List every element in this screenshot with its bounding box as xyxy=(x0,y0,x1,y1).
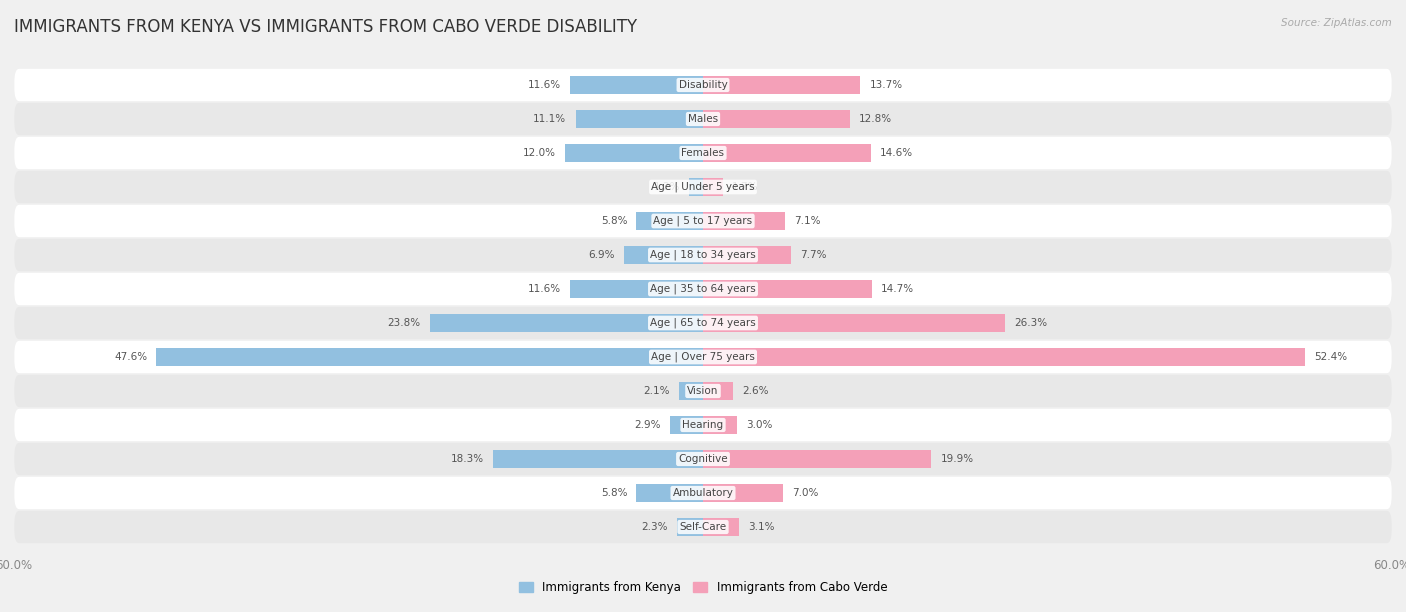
Text: 11.6%: 11.6% xyxy=(527,284,561,294)
Text: 3.0%: 3.0% xyxy=(747,420,773,430)
Text: Males: Males xyxy=(688,114,718,124)
Bar xyxy=(703,484,783,502)
Bar xyxy=(703,280,872,298)
Text: 14.6%: 14.6% xyxy=(880,148,912,158)
Bar xyxy=(676,518,703,536)
Text: Source: ZipAtlas.com: Source: ZipAtlas.com xyxy=(1281,18,1392,28)
Text: 7.0%: 7.0% xyxy=(793,488,818,498)
Bar xyxy=(703,348,1305,366)
Bar xyxy=(703,144,870,162)
Text: 5.8%: 5.8% xyxy=(600,488,627,498)
Text: 3.1%: 3.1% xyxy=(748,522,775,532)
Bar xyxy=(569,76,703,94)
Text: Self-Care: Self-Care xyxy=(679,522,727,532)
Text: 26.3%: 26.3% xyxy=(1014,318,1047,328)
Text: 5.8%: 5.8% xyxy=(600,216,627,226)
FancyBboxPatch shape xyxy=(14,307,1392,339)
FancyBboxPatch shape xyxy=(14,103,1392,135)
Text: 12.0%: 12.0% xyxy=(523,148,555,158)
Bar xyxy=(703,416,738,434)
Bar xyxy=(637,212,703,230)
FancyBboxPatch shape xyxy=(14,239,1392,271)
FancyBboxPatch shape xyxy=(14,409,1392,441)
Text: Cognitive: Cognitive xyxy=(678,454,728,464)
Text: 7.1%: 7.1% xyxy=(794,216,820,226)
Text: Disability: Disability xyxy=(679,80,727,90)
Bar xyxy=(703,246,792,264)
Legend: Immigrants from Kenya, Immigrants from Cabo Verde: Immigrants from Kenya, Immigrants from C… xyxy=(519,581,887,594)
Text: 19.9%: 19.9% xyxy=(941,454,974,464)
Text: 11.6%: 11.6% xyxy=(527,80,561,90)
Bar xyxy=(703,76,860,94)
FancyBboxPatch shape xyxy=(14,477,1392,509)
Text: 1.2%: 1.2% xyxy=(654,182,681,192)
Text: Ambulatory: Ambulatory xyxy=(672,488,734,498)
FancyBboxPatch shape xyxy=(14,273,1392,305)
Bar xyxy=(703,382,733,400)
Bar xyxy=(565,144,703,162)
Text: Age | 65 to 74 years: Age | 65 to 74 years xyxy=(650,318,756,328)
Text: 12.8%: 12.8% xyxy=(859,114,893,124)
Text: 2.9%: 2.9% xyxy=(634,420,661,430)
Bar xyxy=(703,110,851,128)
Bar xyxy=(703,212,785,230)
Text: 1.7%: 1.7% xyxy=(731,182,758,192)
FancyBboxPatch shape xyxy=(14,69,1392,101)
Text: Age | 18 to 34 years: Age | 18 to 34 years xyxy=(650,250,756,260)
Bar xyxy=(156,348,703,366)
FancyBboxPatch shape xyxy=(14,341,1392,373)
Text: 18.3%: 18.3% xyxy=(450,454,484,464)
FancyBboxPatch shape xyxy=(14,511,1392,543)
Text: 13.7%: 13.7% xyxy=(869,80,903,90)
FancyBboxPatch shape xyxy=(14,171,1392,203)
Bar xyxy=(703,314,1005,332)
Bar xyxy=(575,110,703,128)
Text: 2.1%: 2.1% xyxy=(643,386,669,396)
Bar xyxy=(669,416,703,434)
Bar xyxy=(624,246,703,264)
Text: 7.7%: 7.7% xyxy=(800,250,827,260)
Bar xyxy=(703,178,723,196)
FancyBboxPatch shape xyxy=(14,205,1392,237)
FancyBboxPatch shape xyxy=(14,375,1392,407)
Text: Age | 35 to 64 years: Age | 35 to 64 years xyxy=(650,284,756,294)
Bar xyxy=(689,178,703,196)
Text: Females: Females xyxy=(682,148,724,158)
Bar xyxy=(494,450,703,468)
Bar xyxy=(703,450,932,468)
Text: Age | 5 to 17 years: Age | 5 to 17 years xyxy=(654,216,752,226)
Text: 23.8%: 23.8% xyxy=(388,318,420,328)
Bar xyxy=(430,314,703,332)
Text: 47.6%: 47.6% xyxy=(114,352,148,362)
Bar xyxy=(637,484,703,502)
Bar xyxy=(703,518,738,536)
Text: Vision: Vision xyxy=(688,386,718,396)
Text: 52.4%: 52.4% xyxy=(1313,352,1347,362)
Text: Age | Over 75 years: Age | Over 75 years xyxy=(651,352,755,362)
Text: IMMIGRANTS FROM KENYA VS IMMIGRANTS FROM CABO VERDE DISABILITY: IMMIGRANTS FROM KENYA VS IMMIGRANTS FROM… xyxy=(14,18,637,36)
FancyBboxPatch shape xyxy=(14,137,1392,169)
Text: 6.9%: 6.9% xyxy=(588,250,614,260)
Text: 2.6%: 2.6% xyxy=(742,386,769,396)
Text: Age | Under 5 years: Age | Under 5 years xyxy=(651,182,755,192)
Text: 2.3%: 2.3% xyxy=(641,522,668,532)
Text: 11.1%: 11.1% xyxy=(533,114,567,124)
Bar xyxy=(679,382,703,400)
Text: 14.7%: 14.7% xyxy=(882,284,914,294)
FancyBboxPatch shape xyxy=(14,443,1392,475)
Bar xyxy=(569,280,703,298)
Text: Hearing: Hearing xyxy=(682,420,724,430)
